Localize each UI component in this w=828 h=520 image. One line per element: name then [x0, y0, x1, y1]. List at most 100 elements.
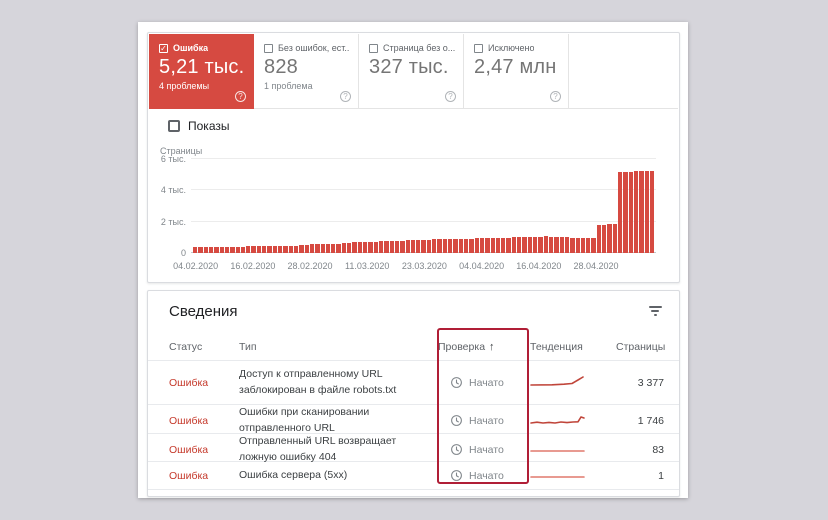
impressions-checkbox-icon[interactable]	[168, 120, 180, 132]
bar	[304, 244, 309, 253]
x-axis-tick-label: 04.04.2020	[459, 261, 505, 271]
bar	[485, 238, 490, 253]
bar	[548, 236, 554, 253]
cards-row-filler	[569, 34, 678, 109]
bar	[511, 237, 517, 253]
bar	[384, 241, 389, 253]
trend-sparkline	[530, 416, 585, 425]
y-axis-tick-label: 4 тыс.	[160, 185, 186, 196]
filter-icon[interactable]	[647, 304, 663, 318]
card-value: 828	[264, 56, 298, 78]
bar	[612, 223, 617, 253]
bar	[618, 172, 623, 253]
help-icon[interactable]: ?	[550, 91, 561, 102]
clock-icon	[451, 415, 462, 427]
summary-card-valid[interactable]: Страница без о... 327 тыс.?	[359, 34, 464, 109]
bar	[490, 238, 495, 253]
coverage-summary-panel: ✓ Ошибка 5,21 тыс. 4 проблемы? Без ошибок, е…	[147, 32, 680, 283]
bar	[357, 242, 362, 253]
bar	[463, 238, 469, 253]
bar	[251, 246, 256, 253]
bar	[352, 242, 357, 253]
bar	[219, 246, 224, 253]
card-label: Ошибка	[173, 43, 209, 53]
bar	[278, 245, 283, 253]
summary-card-valid-with-warnings[interactable]: Без ошибок, ест... 828 1 проблема?	[254, 34, 359, 109]
summary-card-error[interactable]: ✓ Ошибка 5,21 тыс. 4 проблемы?	[149, 34, 254, 109]
trend-sparkline	[530, 450, 585, 453]
bar	[639, 171, 644, 253]
bar	[575, 237, 580, 253]
impressions-toggle[interactable]: Показы	[168, 119, 229, 133]
checkbox-unchecked-icon[interactable]	[369, 43, 378, 53]
trend-cell	[530, 441, 616, 458]
summary-card-excluded[interactable]: Исключено 2,47 млн?	[464, 34, 569, 109]
validation-cell: Начато	[438, 376, 530, 389]
bar	[453, 238, 458, 253]
table-row[interactable]: Ошибка Отправленный URL возвращает ложную…	[148, 434, 679, 463]
bar	[347, 242, 352, 253]
table-row[interactable]: Ошибка Ошибки при сканировании отправленн…	[148, 405, 679, 434]
x-axis-tick-label: 16.04.2020	[516, 261, 562, 271]
bar	[363, 241, 368, 253]
x-axis-tick-label: 23.03.2020	[401, 261, 447, 271]
column-header-validation[interactable]: Проверка ↑	[438, 340, 495, 353]
x-axis-tick-label: 28.04.2020	[573, 261, 619, 271]
help-icon[interactable]: ?	[235, 91, 246, 102]
bar	[607, 224, 612, 253]
bar	[479, 238, 485, 253]
bar	[331, 243, 336, 253]
bar	[389, 241, 394, 253]
bar	[527, 236, 532, 253]
card-value: 327 тыс.	[369, 56, 449, 78]
x-axis-tick-label: 28.02.2020	[287, 261, 333, 271]
bar	[426, 239, 432, 253]
status-cell: Ошибка	[169, 443, 209, 456]
y-axis-tick-label: 0	[180, 248, 186, 258]
bar	[469, 238, 474, 253]
help-icon[interactable]: ?	[340, 91, 351, 102]
trend-sparkline	[530, 376, 584, 386]
bar	[373, 241, 378, 253]
validation-label: Начато	[469, 443, 504, 456]
bar	[288, 245, 293, 253]
trend-cell	[530, 374, 616, 391]
status-cards-row: ✓ Ошибка 5,21 тыс. 4 проблемы? Без ошибок, е…	[149, 34, 678, 109]
bar	[564, 237, 570, 253]
bar	[394, 240, 400, 253]
search-console-coverage-page: ✓ Ошибка 5,21 тыс. 4 проблемы? Без ошибок, е…	[138, 22, 688, 498]
bar	[421, 239, 426, 253]
bar	[336, 243, 341, 253]
bar	[506, 237, 511, 253]
table-row[interactable]: Ошибка Ошибка сервера (5xx) Начато 1	[148, 462, 679, 490]
table-row[interactable]: Ошибка Доступ к отправленному URL заблоки…	[148, 361, 679, 405]
card-label: Без ошибок, ест...	[278, 43, 350, 53]
trend-cell	[530, 412, 616, 429]
column-header-trend[interactable]: Тенденция	[530, 340, 583, 353]
error-bars-series	[193, 159, 655, 253]
bar	[208, 246, 214, 253]
validation-cell: Начато	[438, 469, 530, 482]
column-header-status[interactable]: Статус	[169, 340, 203, 353]
details-title: Сведения	[169, 303, 238, 320]
trend-cell	[530, 467, 616, 484]
details-panel: Сведения Статус Тип Проверка ↑ Тенденция Стра…	[147, 290, 680, 497]
card-label: Страница без о...	[383, 43, 455, 53]
bar	[400, 240, 405, 253]
checkbox-unchecked-icon[interactable]	[264, 43, 273, 53]
column-header-type[interactable]: Тип	[239, 340, 257, 353]
y-axis-tick-label: 6 тыс.	[160, 154, 186, 164]
column-header-pages[interactable]: Страницы	[616, 340, 666, 353]
checkbox-checked-icon[interactable]: ✓	[159, 43, 168, 53]
bar	[256, 246, 262, 253]
help-icon[interactable]: ?	[445, 91, 456, 102]
bar	[474, 238, 479, 253]
bar	[293, 245, 299, 253]
clock-icon	[451, 377, 462, 388]
bar	[224, 246, 230, 253]
bar	[543, 236, 548, 253]
bar	[559, 237, 564, 253]
bar	[432, 239, 437, 253]
checkbox-unchecked-icon[interactable]	[474, 43, 483, 53]
